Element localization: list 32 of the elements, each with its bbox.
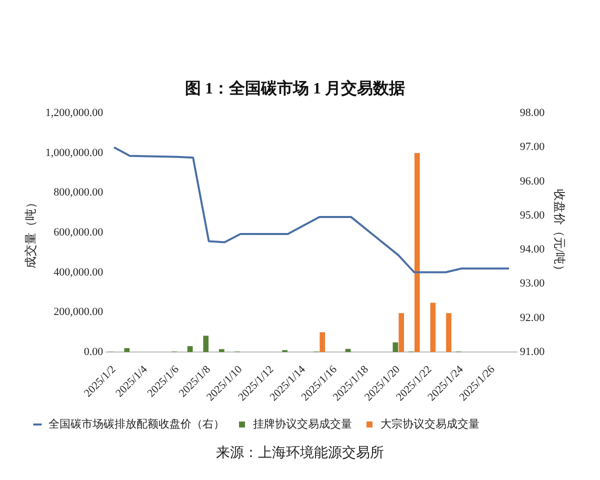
bar [320, 332, 326, 352]
y-tick-label: 1,000,000.00 [45, 146, 104, 159]
y-tick-label: 800,000.00 [54, 186, 104, 199]
y-tick-label: 200,000.00 [54, 306, 104, 318]
bar [392, 342, 398, 352]
legend-label: 挂牌协议交易成交量 [253, 417, 352, 430]
chart-title: 图 1：全国碳市场 1 月交易数据 [185, 78, 405, 98]
y2-tick-label: 95.00 [520, 209, 546, 222]
legend-label: 大宗协议交易成交量 [380, 417, 480, 430]
bar [203, 336, 209, 352]
y2-tick-label: 97.00 [520, 141, 546, 154]
y-tick-label: 1,200,000.00 [45, 107, 104, 120]
y2-tick-label: 93.00 [520, 278, 546, 290]
bar [446, 313, 452, 352]
y-axis-title: 成交量（吨） [23, 196, 38, 269]
bar [124, 348, 130, 352]
legend-label: 全国碳市场碳排放配额收盘价（右） [48, 417, 224, 430]
y2-tick-label: 91.00 [520, 346, 546, 358]
y2-tick-label: 92.00 [520, 312, 546, 324]
bar [398, 313, 404, 352]
y2-axis-title: 收盘价（元/吨） [552, 188, 567, 276]
bar [187, 346, 193, 352]
y-tick-label: 600,000.00 [54, 226, 104, 239]
y2-tick-label: 94.00 [520, 244, 546, 256]
y2-tick-label: 98.00 [520, 107, 546, 120]
y-tick-label: 0.00 [84, 346, 104, 358]
bar [414, 153, 420, 352]
bar [430, 302, 436, 352]
y-tick-label: 400,000.00 [54, 266, 104, 278]
y2-tick-label: 96.00 [520, 175, 546, 188]
bar [218, 349, 224, 352]
source-note: 来源：上海环境能源交易所 [215, 444, 385, 462]
